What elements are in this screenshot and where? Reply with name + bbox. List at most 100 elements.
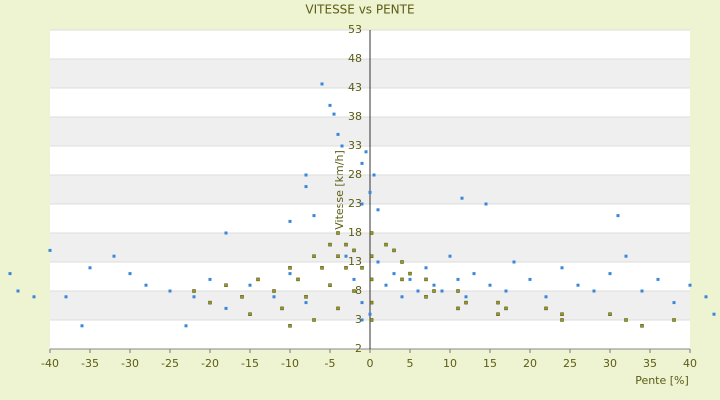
point: [8, 272, 12, 276]
point: [560, 318, 564, 322]
point: [608, 272, 612, 276]
point: [248, 312, 252, 316]
point: [624, 318, 628, 322]
point: [336, 132, 340, 136]
point: [640, 324, 644, 328]
point: [504, 289, 508, 293]
point: [384, 242, 388, 247]
x-tick-label: 30: [603, 357, 617, 370]
point: [352, 277, 356, 281]
point: [384, 283, 388, 287]
point: [464, 300, 468, 305]
point: [288, 266, 292, 270]
point: [440, 289, 444, 293]
point: [352, 248, 356, 253]
point: [456, 289, 460, 293]
x-tick-label: 0: [367, 357, 374, 370]
point: [460, 196, 464, 200]
point: [144, 283, 148, 287]
point: [368, 312, 372, 316]
point: [312, 214, 316, 218]
point: [248, 283, 252, 287]
y-tick-label: 48: [348, 52, 362, 65]
x-tick-label: -30: [121, 357, 139, 370]
point: [16, 289, 20, 293]
x-tick-label: 25: [563, 357, 577, 370]
point: [296, 277, 300, 282]
point: [312, 318, 316, 322]
y-tick-label: 23: [348, 197, 362, 210]
point: [488, 283, 492, 287]
point: [400, 277, 404, 282]
point: [512, 260, 516, 264]
point: [369, 300, 374, 305]
y-tick-label: 33: [348, 139, 362, 152]
point: [128, 272, 132, 276]
point: [504, 306, 508, 311]
point: [88, 266, 92, 270]
point: [364, 150, 368, 154]
point: [416, 289, 420, 293]
y-tick-label: 3: [355, 313, 362, 326]
point: [208, 300, 212, 305]
point: [32, 295, 36, 299]
point: [400, 295, 404, 299]
point: [672, 301, 676, 305]
point: [576, 283, 580, 287]
point: [392, 272, 396, 276]
point: [456, 306, 460, 311]
point: [336, 254, 340, 258]
point: [336, 306, 340, 311]
point: [288, 219, 292, 223]
point: [544, 295, 548, 299]
point: [288, 272, 292, 276]
point: [496, 312, 500, 316]
x-tick-label: -35: [81, 357, 99, 370]
point: [304, 185, 308, 189]
point: [272, 295, 276, 299]
x-axis-title: Pente [%]: [635, 374, 689, 387]
point: [304, 301, 308, 305]
point: [424, 277, 428, 282]
point: [376, 260, 380, 264]
point: [484, 202, 488, 206]
point: [112, 254, 116, 258]
point: [320, 266, 324, 270]
point: [656, 277, 660, 281]
point: [168, 289, 172, 293]
point: [369, 277, 374, 282]
point: [368, 190, 372, 194]
point: [328, 242, 332, 247]
point: [312, 254, 316, 258]
point: [224, 306, 228, 310]
point: [224, 283, 228, 287]
point: [360, 301, 364, 305]
point: [392, 248, 396, 253]
point: [544, 306, 548, 311]
x-tick-label: 35: [643, 357, 657, 370]
point: [712, 312, 716, 316]
point: [592, 289, 596, 293]
point: [80, 324, 84, 328]
point: [336, 231, 340, 235]
point: [432, 289, 436, 293]
x-tick-label: 15: [483, 357, 497, 370]
point: [464, 295, 468, 299]
point: [208, 277, 212, 281]
x-tick-label: -10: [281, 357, 299, 370]
chart-title: VITESSE vs PENTE: [305, 3, 414, 17]
point: [304, 173, 308, 177]
point: [616, 214, 620, 218]
point: [369, 231, 374, 235]
point: [688, 283, 692, 287]
point: [64, 295, 68, 299]
point: [224, 231, 228, 235]
y-axis-title: Vitesse [km/h]: [333, 150, 346, 230]
x-tick-label: 40: [683, 357, 697, 370]
point: [184, 324, 188, 328]
point: [432, 283, 436, 287]
x-tick-label: -20: [201, 357, 219, 370]
point: [280, 306, 284, 311]
